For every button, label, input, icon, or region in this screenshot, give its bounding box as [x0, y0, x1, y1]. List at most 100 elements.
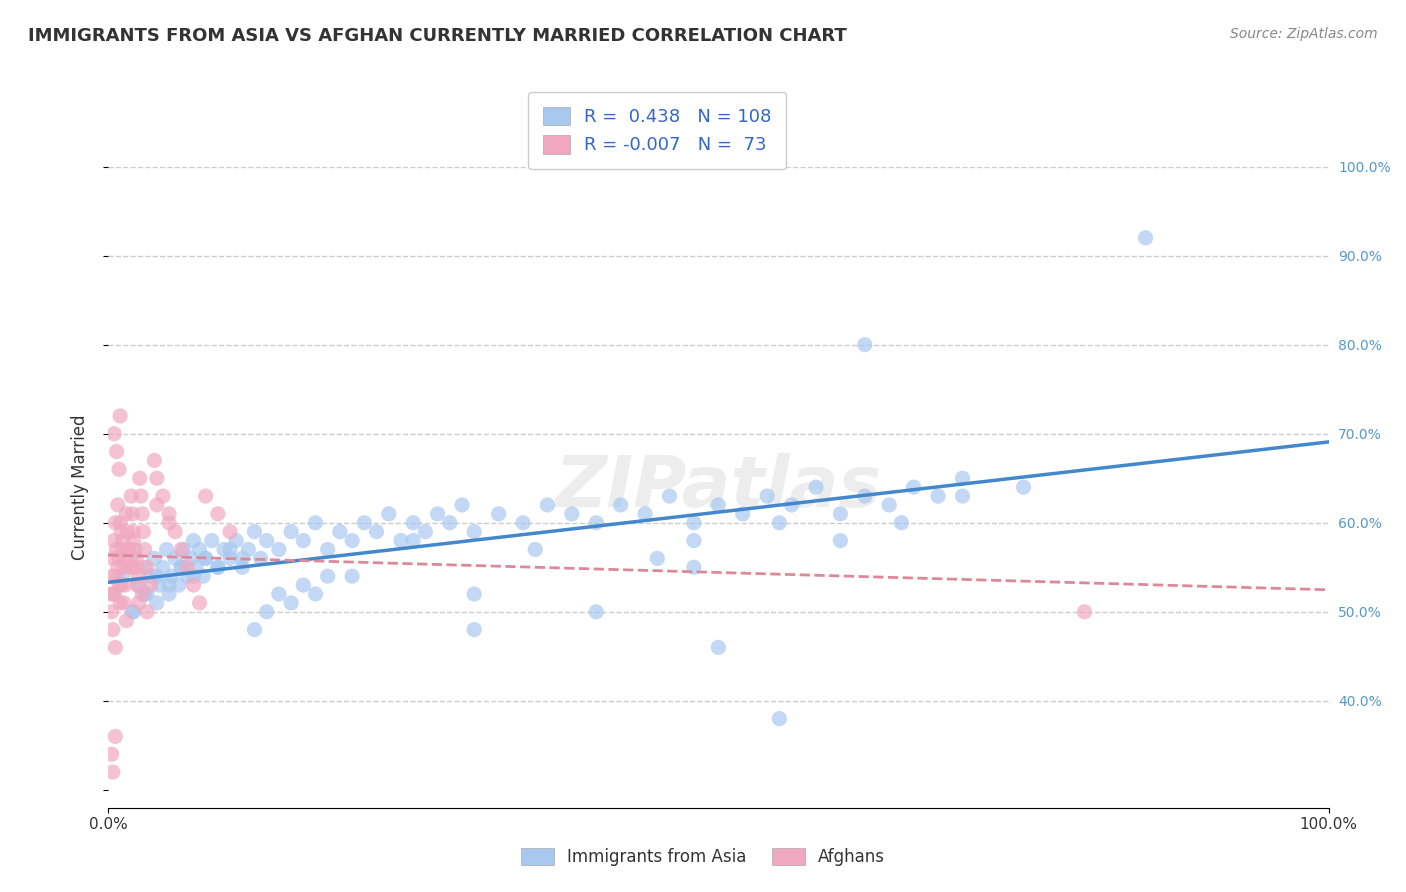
- Point: [131, 507, 153, 521]
- Point: [267, 542, 290, 557]
- Point: [128, 578, 150, 592]
- Point: [952, 489, 974, 503]
- Point: [1012, 480, 1035, 494]
- Point: [170, 560, 193, 574]
- Point: [768, 516, 790, 530]
- Point: [155, 542, 177, 557]
- Point: [249, 551, 271, 566]
- Point: [256, 605, 278, 619]
- Point: [146, 569, 169, 583]
- Point: [101, 765, 124, 780]
- Point: [231, 551, 253, 566]
- Point: [165, 524, 187, 539]
- Point: [193, 569, 215, 583]
- Point: [304, 516, 326, 530]
- Point: [415, 524, 437, 539]
- Point: [146, 471, 169, 485]
- Point: [561, 507, 583, 521]
- Point: [157, 578, 180, 592]
- Point: [100, 587, 122, 601]
- Point: [112, 596, 135, 610]
- Point: [340, 533, 363, 548]
- Point: [157, 587, 180, 601]
- Point: [207, 507, 229, 521]
- Point: [115, 614, 138, 628]
- Point: [121, 605, 143, 619]
- Point: [707, 640, 730, 655]
- Point: [104, 730, 127, 744]
- Point: [176, 569, 198, 583]
- Point: [853, 489, 876, 503]
- Point: [118, 542, 141, 557]
- Point: [125, 551, 148, 566]
- Point: [170, 542, 193, 557]
- Point: [170, 560, 193, 574]
- Point: [120, 560, 142, 574]
- Point: [609, 498, 631, 512]
- Point: [890, 516, 912, 530]
- Point: [100, 605, 122, 619]
- Point: [110, 578, 132, 592]
- Point: [122, 605, 145, 619]
- Point: [108, 409, 131, 423]
- Point: [100, 747, 122, 762]
- Point: [683, 516, 706, 530]
- Point: [707, 498, 730, 512]
- Point: [108, 462, 131, 476]
- Point: [585, 605, 607, 619]
- Point: [780, 498, 803, 512]
- Point: [830, 507, 852, 521]
- Point: [117, 524, 139, 539]
- Point: [108, 578, 131, 592]
- Point: [111, 569, 134, 583]
- Legend: Immigrants from Asia, Afghans: Immigrants from Asia, Afghans: [512, 840, 894, 875]
- Point: [115, 507, 138, 521]
- Point: [219, 551, 242, 566]
- Point: [219, 542, 242, 557]
- Point: [108, 551, 131, 566]
- Point: [122, 533, 145, 548]
- Point: [463, 623, 485, 637]
- Point: [118, 551, 141, 566]
- Point: [104, 516, 127, 530]
- Point: [280, 524, 302, 539]
- Point: [830, 533, 852, 548]
- Point: [463, 587, 485, 601]
- Point: [132, 524, 155, 539]
- Point: [128, 596, 150, 610]
- Point: [118, 560, 141, 574]
- Point: [134, 560, 156, 574]
- Point: [731, 507, 754, 521]
- Point: [353, 516, 375, 530]
- Point: [389, 533, 412, 548]
- Point: [927, 489, 949, 503]
- Point: [304, 587, 326, 601]
- Point: [122, 524, 145, 539]
- Point: [108, 596, 131, 610]
- Point: [524, 542, 547, 557]
- Y-axis label: Currently Married: Currently Married: [72, 415, 89, 560]
- Point: [329, 524, 352, 539]
- Point: [152, 489, 174, 503]
- Point: [146, 596, 169, 610]
- Point: [238, 542, 260, 557]
- Point: [183, 569, 205, 583]
- Point: [183, 578, 205, 592]
- Point: [267, 587, 290, 601]
- Point: [110, 524, 132, 539]
- Point: [134, 587, 156, 601]
- Point: [111, 542, 134, 557]
- Point: [658, 489, 681, 503]
- Point: [114, 551, 136, 566]
- Point: [157, 507, 180, 521]
- Point: [139, 578, 162, 592]
- Point: [136, 560, 159, 574]
- Point: [111, 533, 134, 548]
- Text: IMMIGRANTS FROM ASIA VS AFGHAN CURRENTLY MARRIED CORRELATION CHART: IMMIGRANTS FROM ASIA VS AFGHAN CURRENTLY…: [28, 27, 846, 45]
- Text: ZIPatlas: ZIPatlas: [554, 452, 882, 522]
- Point: [366, 524, 388, 539]
- Point: [683, 533, 706, 548]
- Point: [292, 533, 315, 548]
- Point: [107, 560, 129, 574]
- Point: [180, 551, 202, 566]
